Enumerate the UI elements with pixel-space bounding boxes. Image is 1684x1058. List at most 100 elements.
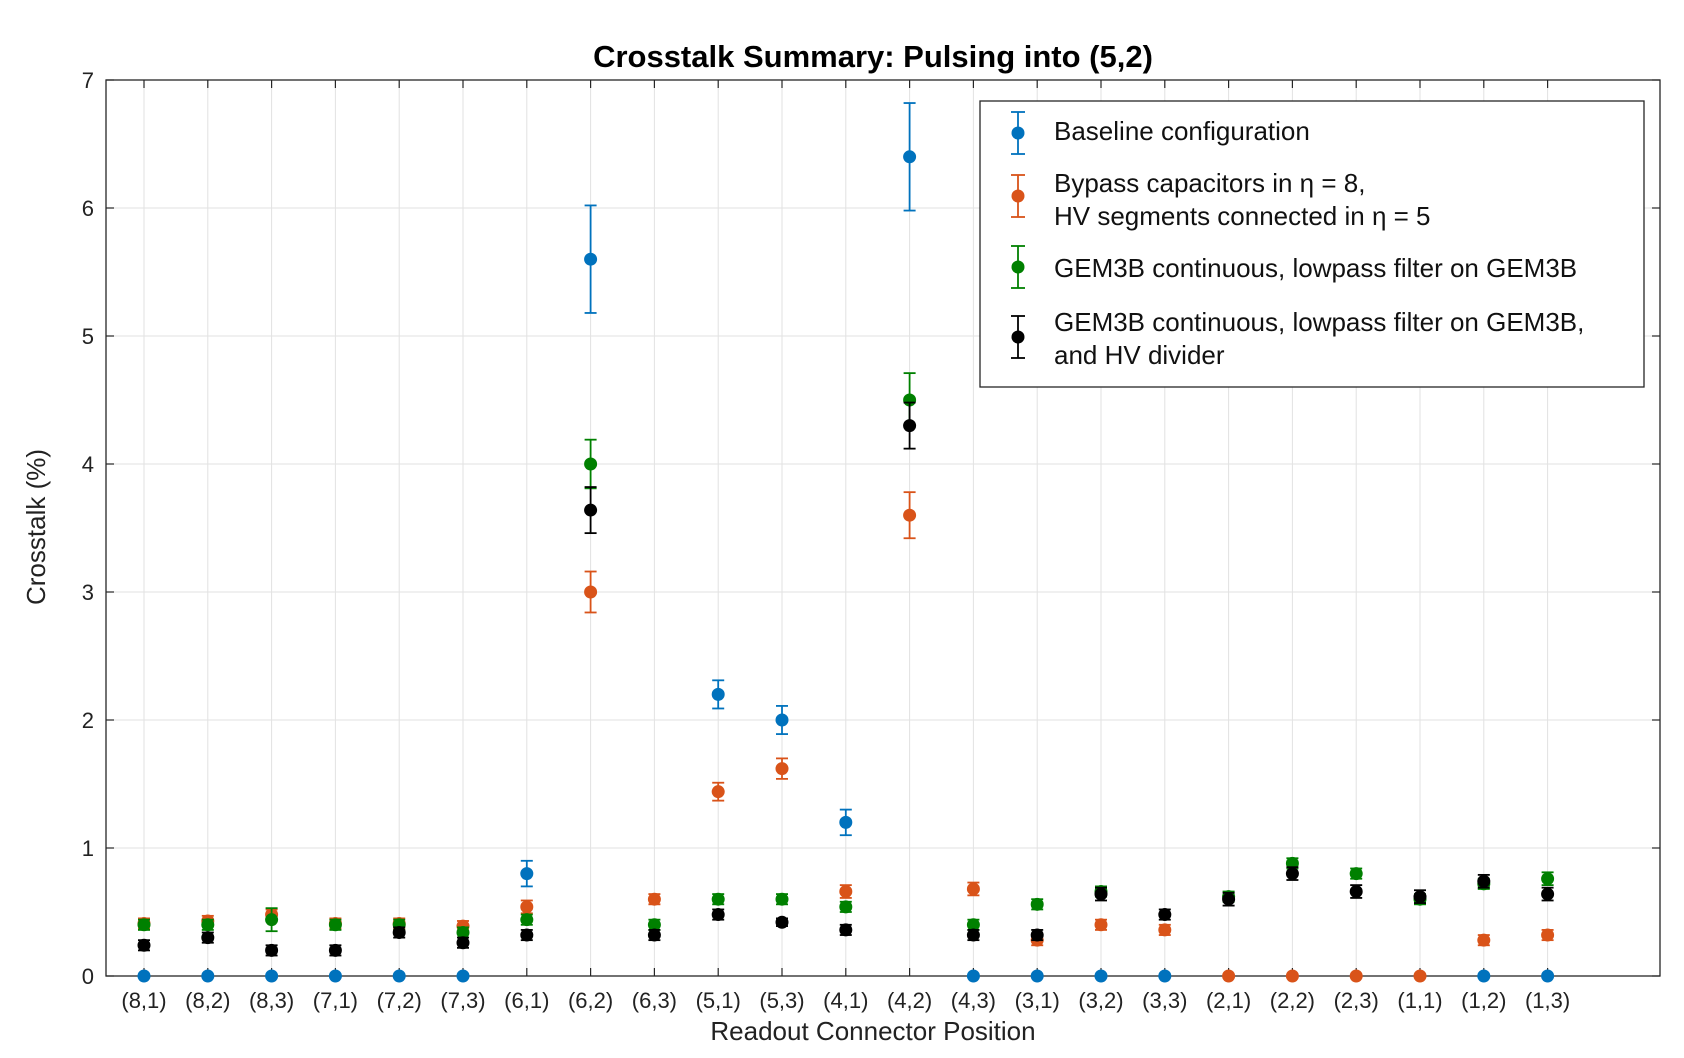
- data-point: [1158, 969, 1172, 983]
- data-point: [137, 918, 151, 932]
- data-point: [711, 908, 725, 922]
- data-point: [1349, 867, 1363, 881]
- data-point: [520, 867, 534, 881]
- legend-marker-3: [1011, 315, 1025, 359]
- data-point: [1094, 887, 1108, 901]
- chart-title: Crosstalk Summary: Pulsing into (5,2): [593, 39, 1153, 74]
- x-tick-label: (8,2): [185, 988, 230, 1013]
- legend-entry-bypass-line1: Bypass capacitors in η = 8,: [1054, 168, 1365, 198]
- legend-point: [1011, 330, 1025, 344]
- data-series: [137, 102, 1555, 983]
- data-point: [584, 457, 598, 471]
- y-tick-label: 4: [82, 452, 94, 477]
- data-point: [201, 969, 215, 983]
- y-tick-label: 3: [82, 580, 94, 605]
- legend-marker-0: [1011, 111, 1025, 155]
- data-point: [1477, 933, 1491, 947]
- data-point: [647, 892, 661, 906]
- x-tick-label: (2,2): [1270, 988, 1315, 1013]
- data-point: [1541, 887, 1555, 901]
- data-point: [201, 931, 215, 945]
- data-point: [456, 936, 470, 950]
- data-point: [775, 762, 789, 776]
- x-tick-label: (5,3): [759, 988, 804, 1013]
- y-tick-label: 6: [82, 196, 94, 221]
- data-point: [328, 969, 342, 983]
- data-point: [1094, 969, 1108, 983]
- data-point: [201, 918, 215, 932]
- x-tick-label: (7,1): [313, 988, 358, 1013]
- data-point: [647, 918, 661, 932]
- x-tick-label: (8,1): [121, 988, 166, 1013]
- data-point: [1094, 918, 1108, 932]
- x-tick-label: (7,2): [377, 988, 422, 1013]
- series-0: [137, 102, 1555, 983]
- x-tick-label: (3,3): [1142, 988, 1187, 1013]
- data-point: [1158, 908, 1172, 922]
- legend-box: [979, 100, 1645, 388]
- data-point: [1030, 928, 1044, 942]
- legend-entry-baseline: Baseline configuration: [1054, 116, 1310, 146]
- data-point: [1541, 928, 1555, 942]
- data-point: [1349, 969, 1363, 983]
- x-tick-label: (1,1): [1397, 988, 1442, 1013]
- data-point: [775, 892, 789, 906]
- legend-point: [1011, 126, 1025, 140]
- data-point: [1541, 969, 1555, 983]
- y-tick-label: 7: [82, 68, 94, 93]
- x-tick-label: (7,3): [440, 988, 485, 1013]
- data-point: [839, 900, 853, 914]
- x-tick-label: (4,1): [823, 988, 868, 1013]
- x-tick-label: (1,2): [1461, 988, 1506, 1013]
- legend-marker-2: [1011, 245, 1025, 289]
- data-point: [265, 969, 279, 983]
- data-point: [1158, 923, 1172, 937]
- x-tick-label: (6,2): [568, 988, 613, 1013]
- data-point: [647, 928, 661, 942]
- x-tick-label: (2,1): [1206, 988, 1251, 1013]
- data-point: [1030, 897, 1044, 911]
- data-point: [1541, 872, 1555, 886]
- x-axis-label: Readout Connector Position: [710, 1016, 1035, 1046]
- x-tick-label: (3,2): [1078, 988, 1123, 1013]
- data-point: [711, 785, 725, 799]
- legend-point: [1011, 260, 1025, 274]
- legend-marker-1: [1011, 174, 1025, 218]
- data-point: [584, 503, 598, 517]
- data-point: [328, 943, 342, 957]
- data-point: [456, 969, 470, 983]
- data-point: [775, 915, 789, 929]
- legend-entry-bypass-line2: HV segments connected in η = 5: [1054, 201, 1431, 231]
- data-point: [966, 928, 980, 942]
- legend-markers: [1011, 111, 1025, 359]
- legend-point: [1011, 189, 1025, 203]
- data-point: [839, 923, 853, 937]
- data-point: [392, 925, 406, 939]
- legend-entry-gem3b-hv-line2: and HV divider: [1054, 340, 1225, 370]
- y-tick-label: 5: [82, 324, 94, 349]
- data-point: [966, 918, 980, 932]
- data-point: [1477, 874, 1491, 888]
- x-tick-label: (3,1): [1015, 988, 1060, 1013]
- data-point: [966, 969, 980, 983]
- x-tick-label: (4,2): [887, 988, 932, 1013]
- data-point: [711, 892, 725, 906]
- data-point: [456, 925, 470, 939]
- x-tick-label: (8,3): [249, 988, 294, 1013]
- data-point: [903, 419, 917, 433]
- grid-layer: [106, 80, 1660, 976]
- data-point: [775, 713, 789, 727]
- x-tick-label: (6,1): [504, 988, 549, 1013]
- y-tick-label: 0: [82, 964, 94, 989]
- x-tick-label: (1,3): [1525, 988, 1570, 1013]
- legend-entry-gem3b: GEM3B continuous, lowpass filter on GEM3…: [1054, 253, 1577, 283]
- data-point: [520, 900, 534, 914]
- data-point: [966, 882, 980, 896]
- data-point: [1285, 969, 1299, 983]
- data-point: [903, 508, 917, 522]
- data-point: [1222, 892, 1236, 906]
- data-point: [903, 150, 917, 164]
- y-tick-label: 2: [82, 708, 94, 733]
- data-point: [839, 885, 853, 899]
